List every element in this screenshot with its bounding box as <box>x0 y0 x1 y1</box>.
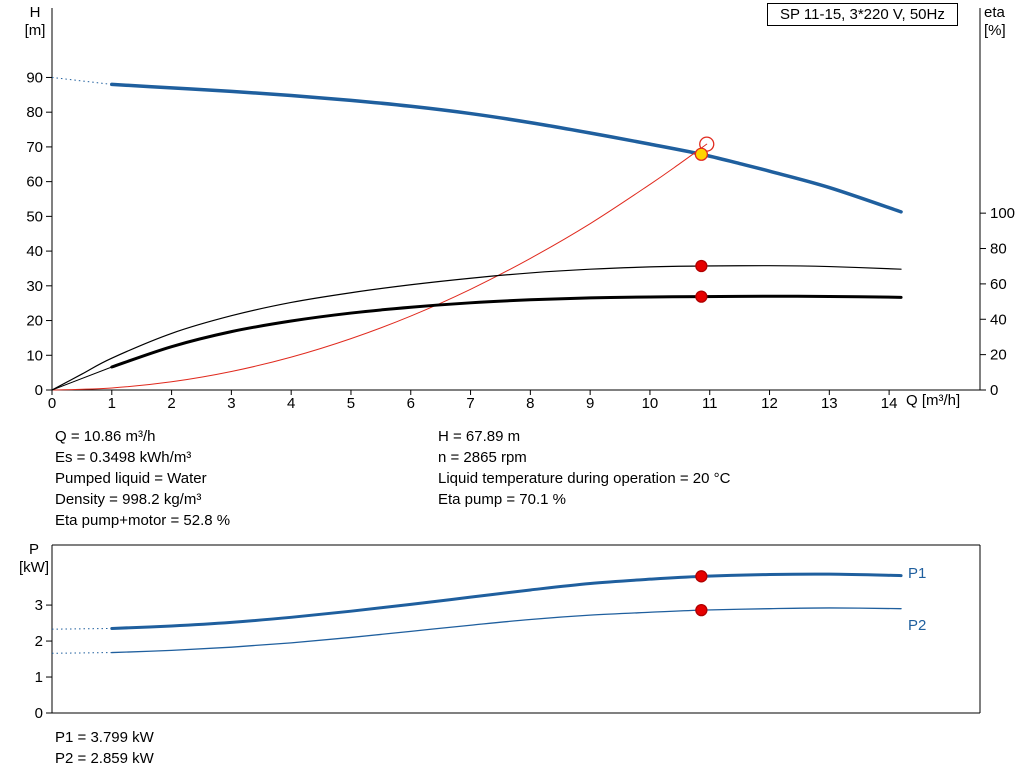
p2-point[interactable] <box>695 603 708 617</box>
eta-axis-title-line2: [%] <box>984 22 1006 39</box>
y-left-tick-label: 80 <box>26 104 43 121</box>
y-left-tick-label: 30 <box>26 278 43 295</box>
eta-pump-motor-point[interactable] <box>695 290 708 303</box>
eta-pump-motor-curve-lead <box>51 366 112 391</box>
x-tick-label: 13 <box>821 395 838 412</box>
x-tick-label: 1 <box>108 395 116 412</box>
p1-value-line: P1 = 3.799 kW <box>55 729 154 746</box>
y-left-tick-label: 10 <box>26 347 43 364</box>
p2-curve-lead <box>51 652 112 654</box>
x-tick-label: 3 <box>227 395 235 412</box>
h-axis-title-line2: [m] <box>24 22 46 39</box>
p1-curve-lead <box>51 627 112 630</box>
q-axis-title: Q [m³/h] <box>906 392 961 409</box>
hq-curve-lead <box>51 76 112 85</box>
x-tick-label: 14 <box>881 395 898 412</box>
y-right-tick-label: 0 <box>990 382 998 399</box>
y-left-tick-label: 60 <box>26 174 43 191</box>
hq-eta-chart: 0 1 2 3 4 5 6 7 8 9 10 11 12 13 1401020304050607080900… <box>26 8 1015 412</box>
x-tick-label: 12 <box>761 395 778 412</box>
h-axis-title: H [m] <box>16 4 54 40</box>
y-right-tick-label: 60 <box>990 276 1007 293</box>
info-line-n: n = 2865 rpm <box>438 449 527 466</box>
x-tick-label: 10 <box>642 395 659 412</box>
y-right-tick-label: 20 <box>990 347 1007 364</box>
x-tick-label: 6 <box>407 395 415 412</box>
y-left-tick-label: 90 <box>26 69 43 86</box>
x-tick-label: 9 <box>586 395 594 412</box>
y-left-tick-label: 2 <box>35 633 43 650</box>
y-left-tick-label: 0 <box>35 705 43 722</box>
y-left-tick-label: 70 <box>26 139 43 156</box>
p2-curve[interactable] <box>111 607 902 654</box>
power-values-block: P1 = 3.799 kW P2 = 2.859 kW <box>55 727 154 769</box>
y-left-tick-label: 40 <box>26 243 43 260</box>
p1-point[interactable] <box>695 570 708 583</box>
x-tick-label: 8 <box>526 395 534 412</box>
eta-axis-title: eta [%] <box>984 4 1006 40</box>
p2-series-label: P2 <box>908 617 927 634</box>
y-left-tick-label: 1 <box>35 669 43 686</box>
eta-axis-title-line1: eta <box>984 4 1005 21</box>
p-axis-title-line2: [kW] <box>19 559 49 576</box>
y-left-tick-label: 0 <box>35 382 43 399</box>
pump-model-box: SP 11-15, 3*220 V, 50Hz <box>767 3 958 26</box>
x-tick-label: 5 <box>347 395 355 412</box>
info-line-es: Es = 0.3498 kWh/m³ <box>55 449 192 466</box>
y-left-tick-label: 3 <box>35 597 43 614</box>
p2-value-line: P2 = 2.859 kW <box>55 750 154 767</box>
y-left-tick-label: 20 <box>26 313 43 330</box>
info-line-q: Q = 10.86 m³/h <box>55 428 156 445</box>
y-right-tick-label: 100 <box>990 205 1015 222</box>
info-line-liquid: Pumped liquid = Water <box>55 470 207 487</box>
hq-curve[interactable] <box>110 82 903 214</box>
y-right-tick-label: 40 <box>990 311 1007 328</box>
y-right-tick-label: 80 <box>990 241 1007 258</box>
x-tick-label: 11 <box>702 395 718 412</box>
eta-pump-motor-curve[interactable] <box>110 294 903 369</box>
x-tick-label: 0 <box>48 395 56 412</box>
info-line-eta-pump-motor: Eta pump+motor = 52.8 % <box>55 512 231 529</box>
y-left-tick-label: 50 <box>26 208 43 225</box>
p-axis-title: P [kW] <box>12 541 56 577</box>
info-line-temperature: Liquid temperature during operation = 20… <box>438 470 731 487</box>
system-curve[interactable] <box>51 143 708 391</box>
power-chart: 0 1 2 3 <box>35 544 981 722</box>
eta-pump-curve[interactable] <box>51 265 902 391</box>
result-info-right: H = 67.89 m n = 2865 rpm Liquid temperat… <box>438 426 730 510</box>
info-line-h: H = 67.89 m <box>438 428 521 445</box>
h-axis-title-line1: H <box>29 4 41 21</box>
info-line-density: Density = 998.2 kg/m³ <box>55 491 202 508</box>
x-tick-label: 7 <box>466 395 474 412</box>
result-info-left: Q = 10.86 m³/h Es = 0.3498 kWh/m³ Pumped… <box>55 426 230 531</box>
eta-pump-point[interactable] <box>695 259 708 273</box>
p1-curve[interactable] <box>110 572 903 630</box>
x-tick-label: 2 <box>167 395 175 412</box>
duty-point-marker[interactable] <box>694 147 709 161</box>
p-axis-title-line1: P <box>28 541 39 558</box>
info-line-eta-pump: Eta pump = 70.1 % <box>438 491 566 508</box>
p1-series-label: P1 <box>908 565 927 582</box>
x-tick-label: 4 <box>287 395 295 412</box>
